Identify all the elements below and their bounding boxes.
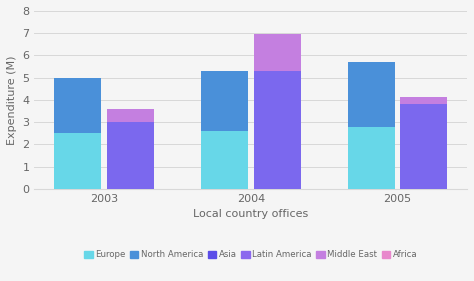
Bar bbox=[107, 122, 154, 189]
Bar bbox=[401, 97, 447, 105]
Legend: Europe, North America, Asia, Latin America, Middle East, Africa: Europe, North America, Asia, Latin Ameri… bbox=[81, 247, 421, 262]
Bar bbox=[54, 78, 101, 133]
Bar bbox=[54, 133, 101, 189]
Bar bbox=[347, 127, 394, 189]
Bar bbox=[201, 71, 248, 131]
Bar bbox=[254, 71, 301, 189]
Bar bbox=[107, 109, 154, 122]
Bar bbox=[401, 105, 447, 189]
Y-axis label: Expenditure (M): Expenditure (M) bbox=[7, 55, 17, 145]
Bar bbox=[254, 34, 301, 71]
X-axis label: Local country offices: Local country offices bbox=[193, 209, 309, 219]
Bar bbox=[201, 131, 248, 189]
Bar bbox=[347, 62, 394, 127]
